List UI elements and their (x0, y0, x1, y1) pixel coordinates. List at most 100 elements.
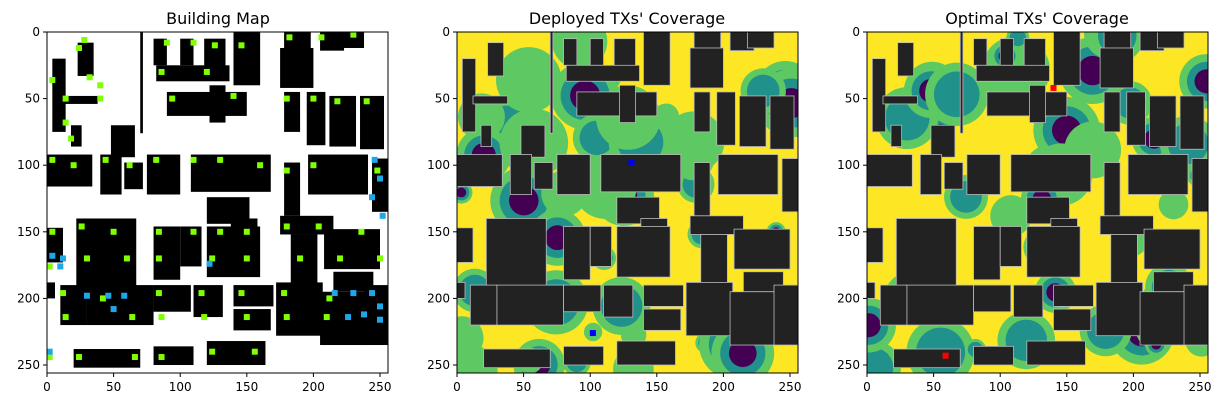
building (62, 95, 98, 104)
candidate-site (70, 162, 77, 169)
building (643, 284, 684, 307)
panel-title: Optimal TXs' Coverage (945, 9, 1129, 28)
building (943, 162, 964, 190)
building (480, 124, 493, 147)
building (1179, 95, 1205, 150)
y-tick-label: 100 (837, 158, 860, 172)
candidate-site (158, 68, 165, 75)
building (563, 284, 602, 313)
building (485, 218, 547, 289)
building (457, 227, 474, 263)
building (556, 154, 591, 195)
building (290, 234, 318, 288)
x-tick-label: 100 (169, 380, 192, 394)
deployed-coverage-panel: Deployed TXs' Coverage 0 50 100 150 200 25005… (427, 9, 801, 394)
x-tick-label: 200 (1122, 380, 1145, 394)
building (1103, 91, 1121, 133)
candidate-site (158, 314, 165, 321)
building (190, 154, 271, 192)
axes-frame (456, 31, 799, 374)
candidate-site (283, 167, 290, 174)
building (897, 42, 915, 77)
coverage-zone (867, 313, 881, 338)
candidate-site (243, 255, 250, 262)
candidate-site (297, 255, 304, 262)
deployed-site (377, 303, 384, 310)
candidate-site (155, 290, 162, 297)
deployed-site (369, 194, 376, 201)
building (1099, 47, 1134, 89)
candidate-site (126, 162, 133, 169)
candidate-site (97, 82, 104, 89)
axes-frame (866, 31, 1209, 374)
candidate-site (78, 223, 85, 230)
candidate-site (251, 348, 258, 355)
deployed-site (377, 316, 384, 323)
y-tick-label: 150 (427, 225, 450, 239)
building (47, 282, 55, 299)
y-tick-label: 50 (845, 92, 860, 106)
building (372, 158, 388, 212)
building (975, 64, 1050, 82)
deployed-site (47, 348, 53, 355)
building (746, 32, 775, 49)
building (973, 38, 988, 66)
candidate-site (169, 95, 176, 102)
building (1143, 228, 1201, 270)
building (999, 226, 1022, 267)
transmitter-marker (628, 159, 635, 166)
coverage-zone (1158, 189, 1189, 220)
coverage-zone (457, 187, 467, 198)
candidate-site (123, 255, 130, 262)
building (206, 226, 261, 278)
building (893, 348, 961, 369)
building (153, 346, 194, 366)
building (360, 95, 385, 150)
building (509, 154, 532, 195)
candidate-site (83, 255, 90, 262)
building (1053, 284, 1094, 307)
candidate-site (75, 44, 82, 51)
building (1026, 226, 1081, 278)
building (565, 64, 640, 82)
building (52, 58, 66, 132)
candidate-site (217, 156, 224, 163)
candidate-site (59, 290, 66, 297)
building (306, 91, 326, 146)
building (233, 32, 261, 86)
building (619, 84, 636, 123)
candidate-site (49, 228, 56, 235)
building (693, 162, 711, 217)
candidate-site (81, 36, 88, 43)
candidate-site (310, 95, 317, 102)
transmitter-marker (1050, 84, 1057, 91)
x-tick-label: 150 (235, 380, 258, 394)
x-tick-label: 250 (1189, 380, 1212, 394)
deployed-site (331, 290, 338, 297)
candidate-site (283, 314, 290, 321)
deployed-site (345, 314, 352, 321)
building (781, 158, 798, 213)
building (1103, 162, 1121, 217)
building (1127, 154, 1189, 195)
building (769, 95, 795, 150)
building (717, 154, 779, 195)
building (153, 38, 167, 66)
candidate-site (358, 228, 365, 235)
building (1095, 282, 1144, 337)
building (284, 91, 301, 132)
building (882, 95, 919, 105)
building (867, 282, 876, 299)
building (871, 58, 887, 133)
building (1053, 32, 1081, 86)
building (643, 308, 682, 331)
x-tick-label: 200 (302, 380, 325, 394)
building (308, 154, 369, 195)
deployed-site (59, 255, 66, 262)
candidate-site (281, 290, 288, 297)
deployed-site (361, 311, 368, 318)
panel-title: Building Map (166, 9, 270, 28)
deployed-site (371, 156, 378, 163)
y-tick-label: 200 (837, 291, 860, 305)
